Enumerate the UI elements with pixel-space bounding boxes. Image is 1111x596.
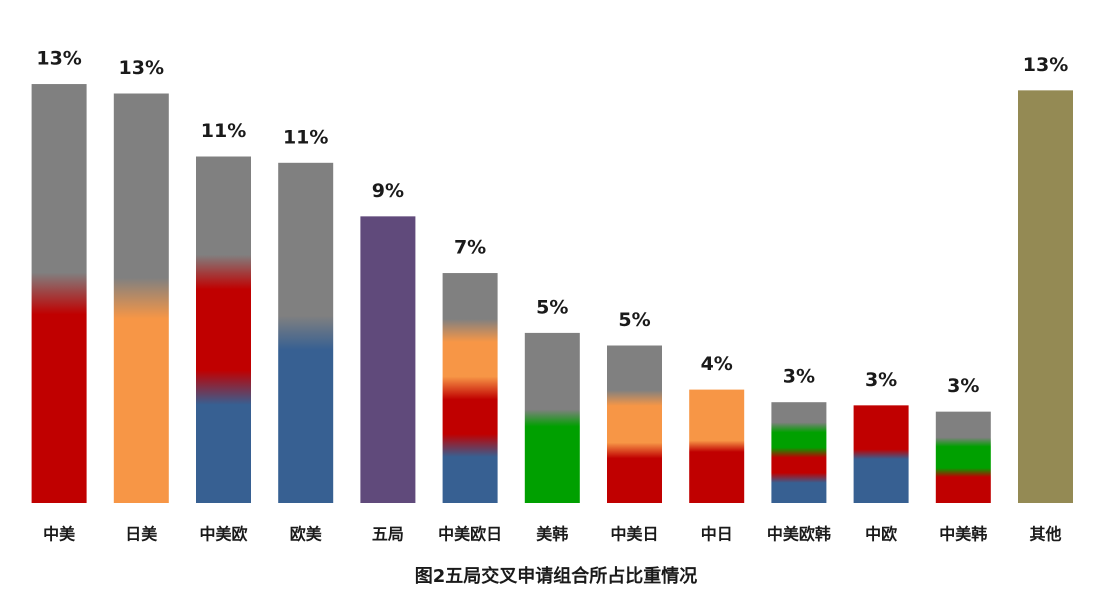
value-label: 3% bbox=[783, 366, 815, 388]
value-label: 5% bbox=[618, 309, 650, 331]
value-label: 9% bbox=[372, 180, 404, 202]
value-label: 11% bbox=[201, 120, 246, 142]
value-label: 11% bbox=[283, 126, 328, 148]
x-tick-label: 中美日 bbox=[610, 525, 658, 544]
x-tick-label: 五局 bbox=[372, 525, 404, 544]
bar bbox=[31, 84, 87, 504]
value-label: 13% bbox=[36, 48, 81, 70]
x-tick-label: 中日 bbox=[701, 525, 733, 544]
bar bbox=[442, 273, 498, 503]
value-label: 13% bbox=[119, 57, 164, 79]
x-tick-label: 美韩 bbox=[536, 525, 568, 544]
value-label: 4% bbox=[701, 353, 733, 375]
value-label: 5% bbox=[536, 296, 568, 318]
value-label: 3% bbox=[947, 375, 979, 397]
chart-title: 图2五局交叉申请组合所占比重情况 bbox=[415, 565, 698, 587]
x-tick-label: 欧美 bbox=[290, 525, 323, 544]
x-tick-label: 中美欧 bbox=[199, 525, 247, 544]
bar bbox=[524, 332, 580, 503]
bar bbox=[1018, 90, 1073, 503]
bar bbox=[607, 345, 662, 503]
bar bbox=[853, 405, 909, 503]
x-tick-label: 日美 bbox=[125, 525, 158, 544]
value-label: 13% bbox=[1023, 54, 1068, 76]
value-label: 7% bbox=[454, 237, 486, 259]
bar bbox=[113, 93, 169, 503]
bar bbox=[196, 156, 251, 503]
x-tick-label: 中美 bbox=[43, 525, 76, 544]
x-tick-label: 其他 bbox=[1029, 525, 1061, 544]
x-tick-label: 中美欧韩 bbox=[767, 525, 831, 544]
value-label: 3% bbox=[865, 369, 897, 391]
x-tick-label: 中欧 bbox=[865, 525, 897, 544]
bar bbox=[771, 402, 827, 503]
bar bbox=[689, 389, 745, 503]
x-tick-label: 中美欧日 bbox=[438, 525, 502, 544]
x-tick-label: 中美韩 bbox=[939, 525, 987, 544]
bar bbox=[360, 216, 416, 503]
bar bbox=[278, 162, 334, 504]
bar bbox=[935, 411, 991, 503]
